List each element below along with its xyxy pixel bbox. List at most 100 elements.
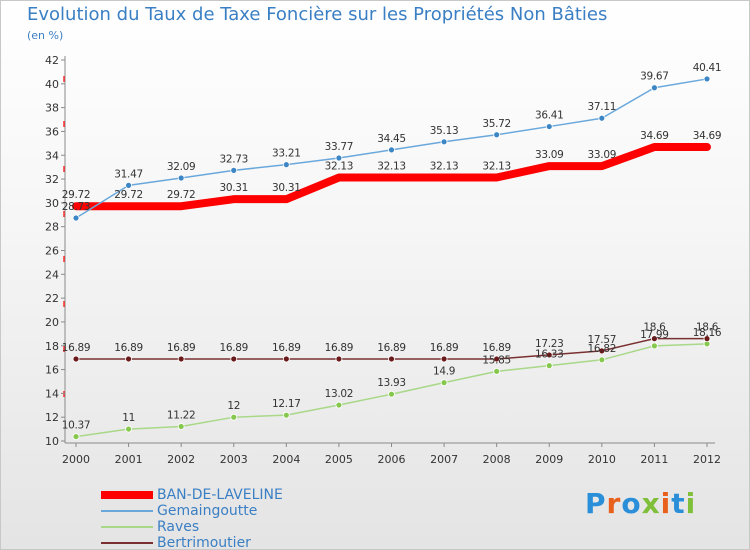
- data-label: 36.41: [535, 110, 564, 122]
- data-label: 18.16: [693, 327, 722, 339]
- data-label: 32.13: [325, 161, 354, 173]
- data-label: 17.99: [640, 329, 669, 341]
- data-label: 16.89: [430, 342, 459, 354]
- data-label: 12.17: [272, 398, 301, 410]
- data-point: [440, 138, 448, 146]
- legend-swatch: [101, 526, 153, 528]
- data-label: 32.73: [219, 153, 248, 165]
- data-label: 18.6: [696, 322, 719, 334]
- data-point: [125, 355, 132, 363]
- data-point: [125, 181, 132, 189]
- data-point: [230, 166, 238, 174]
- data-label: 34.69: [693, 130, 722, 142]
- data-label: 32.13: [377, 161, 406, 173]
- x-tick-label: 2005: [325, 453, 353, 466]
- data-point: [282, 411, 290, 419]
- chart-title: Evolution du Taux de Taxe Foncière sur l…: [27, 4, 608, 25]
- data-point: [177, 423, 185, 430]
- data-point: [388, 390, 395, 398]
- data-point: [545, 362, 553, 370]
- data-label: 29.72: [167, 189, 196, 201]
- legend-item: Raves: [101, 519, 283, 535]
- legend-label: Bertrimoutier: [157, 535, 251, 550]
- data-label: 39.67: [640, 71, 669, 83]
- legend-item: BAN-DE-LAVELINE: [101, 487, 283, 503]
- y-tick-label: 36: [45, 125, 59, 138]
- data-label: 29.72: [114, 189, 143, 201]
- data-label: 40.41: [693, 62, 722, 74]
- data-point: [335, 154, 343, 162]
- data-label: 33.09: [535, 149, 564, 161]
- data-label: 30.31: [272, 182, 301, 194]
- y-tick-label: 24: [45, 268, 59, 281]
- data-label: 35.13: [430, 125, 459, 137]
- data-label: 29.72: [62, 189, 91, 201]
- data-point: [230, 355, 238, 363]
- data-label: 13.93: [377, 377, 406, 389]
- legend-label: Raves: [157, 519, 200, 535]
- y-tick-label: 30: [45, 197, 59, 210]
- x-tick-label: 2006: [378, 453, 406, 466]
- legend-swatch: [101, 510, 153, 512]
- logo-letter: i: [685, 487, 697, 520]
- y-tick-label: 32: [45, 173, 59, 186]
- x-tick-label: 2000: [62, 453, 90, 466]
- data-label: 17.23: [535, 338, 564, 350]
- data-point: [440, 355, 448, 363]
- data-point: [651, 342, 658, 350]
- x-tick-label: 2012: [693, 453, 721, 466]
- data-point: [177, 174, 185, 182]
- data-point: [177, 355, 185, 363]
- x-tick-label: 2009: [535, 453, 563, 466]
- data-point: [598, 114, 606, 122]
- y-axis-unit: (en %): [27, 29, 64, 42]
- y-tick-label: 42: [45, 54, 59, 67]
- data-label: 10.37: [62, 420, 91, 432]
- data-label: 18.6: [643, 322, 666, 334]
- y-tick-label: 10: [45, 435, 59, 448]
- data-point: [651, 335, 658, 343]
- logo-letter: i: [660, 487, 672, 520]
- y-tick-label: 40: [45, 78, 59, 91]
- chart-legend: BAN-DE-LAVELINE Gemaingoutte Raves Bertrimo…: [101, 487, 283, 550]
- data-label: 16.89: [272, 342, 301, 354]
- data-point: [72, 433, 80, 440]
- data-point: [125, 425, 132, 433]
- data-label: 16.89: [219, 342, 248, 354]
- x-tick-label: 2001: [115, 453, 143, 466]
- data-label: 33.21: [272, 148, 301, 160]
- data-point: [703, 75, 711, 83]
- data-point: [388, 355, 395, 363]
- x-tick-label: 2010: [588, 453, 616, 466]
- legend-swatch: [101, 491, 153, 499]
- data-point: [388, 146, 395, 154]
- data-point: [493, 367, 501, 375]
- data-point: [598, 356, 606, 364]
- logo-letter: r: [606, 487, 622, 520]
- logo-letter: o: [621, 487, 642, 520]
- data-point: [493, 131, 501, 139]
- data-point: [703, 335, 711, 343]
- data-label: 30.31: [219, 182, 248, 194]
- y-tick-label: 16: [45, 364, 59, 377]
- data-label: 33.09: [588, 149, 617, 161]
- data-label: 32.09: [167, 161, 196, 173]
- data-label: 12: [227, 400, 240, 412]
- data-point: [72, 214, 80, 222]
- data-point: [335, 355, 343, 363]
- legend-item: Gemaingoutte: [101, 503, 283, 519]
- data-label: 11: [122, 412, 135, 424]
- data-point: [230, 413, 238, 421]
- data-point: [545, 351, 553, 359]
- data-label: 16.33: [535, 349, 564, 361]
- y-tick-label: 20: [45, 316, 59, 329]
- data-label: 32.13: [430, 161, 459, 173]
- x-tick-label: 2008: [483, 453, 511, 466]
- data-label: 14.9: [433, 366, 455, 378]
- x-tick-label: 2011: [640, 453, 668, 466]
- logo-letter: P: [585, 487, 607, 520]
- logo-letter: t: [671, 487, 686, 520]
- data-point: [282, 355, 290, 363]
